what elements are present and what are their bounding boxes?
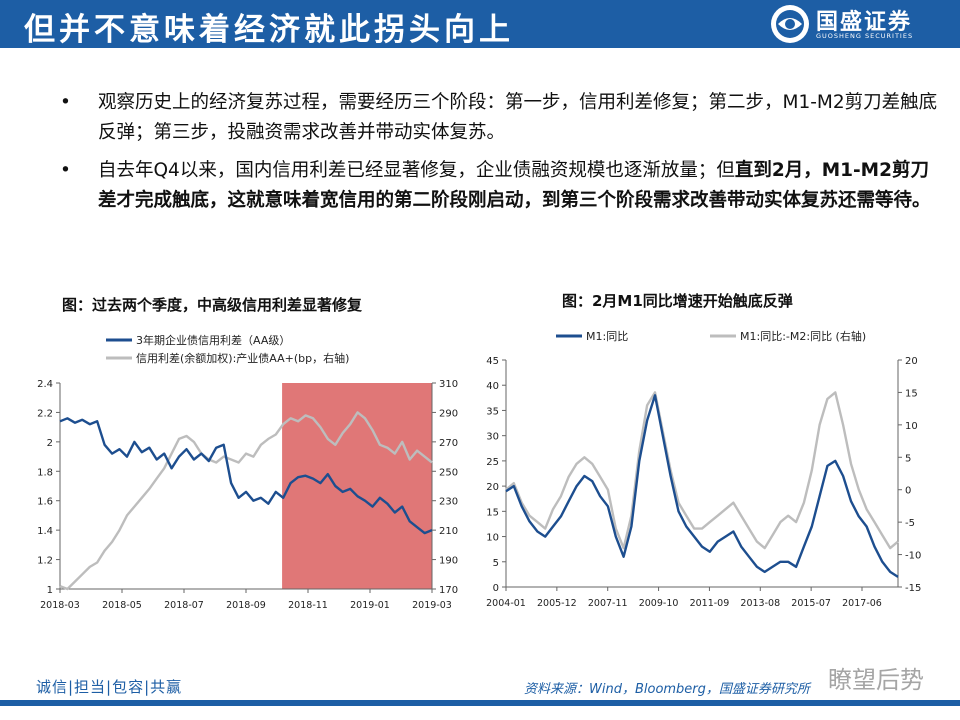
y-left-tick-label: 1.6 (37, 497, 53, 508)
highlight-region (282, 383, 432, 589)
series-line (505, 394, 899, 578)
x-tick-label: 2007-11 (588, 598, 628, 609)
bullet-list: • 观察历史上的经济复苏过程，需要经历三个阶段：第一步，信用利差修复；第二步，M… (60, 88, 940, 224)
y-left-tick-label: 40 (486, 381, 499, 392)
bullet-dot: • (60, 92, 71, 113)
x-tick-label: 2018-11 (288, 600, 328, 611)
bullet-dot: • (60, 160, 71, 181)
bullet-item: • 自去年Q4以来，国内信用利差已经显著修复，企业债融资规模也逐渐放量；但直到2… (60, 156, 940, 216)
header-bar: 但并不意味着经济就此拐头向上 国盛证券 GUOSHENG SECURITIES (0, 0, 960, 48)
x-tick-label: 2018-03 (40, 600, 80, 611)
x-tick-label: 2018-05 (102, 600, 142, 611)
y-left-tick-label: 1.4 (37, 526, 53, 537)
y-right-tick-label: 250 (439, 467, 458, 478)
y-right-tick-label: 10 (905, 421, 918, 432)
company-logo: 国盛证券 GUOSHENG SECURITIES (768, 2, 958, 46)
y-right-tick-label: 170 (439, 585, 458, 596)
y-left-tick-label: 35 (486, 406, 499, 417)
m1-growth-chart: 0 5 10 15 20 25 30 35 40 45 -15 -10 -5 0 5 10 15 20 2004-0… (486, 329, 921, 609)
x-tick-label: 2011-09 (690, 598, 730, 609)
x-tick-label: 2005-12 (537, 598, 577, 609)
x-tick-label: 2009-10 (639, 598, 679, 609)
y-right-tick-label: 290 (439, 408, 458, 419)
y-right-tick-label: 15 (905, 388, 918, 399)
page-title: 但并不意味着经济就此拐头向上 (24, 12, 514, 48)
y-right-tick-label: 5 (905, 453, 911, 464)
y-left-tick-label: 0 (493, 583, 499, 594)
bullet-text: 观察历史上的经济复苏过程，需要经历三个阶段：第一步，信用利差修复；第二步，M1-… (98, 92, 938, 143)
bullet-bold-text: 直到2月，M1-M2剪刀差才完成触底，这就意味着宽信用的第二阶段刚启动，到第三个… (98, 160, 931, 211)
x-tick-label: 2018-07 (164, 600, 204, 611)
y-left-tick-label: 10 (486, 533, 499, 544)
y-right-tick-label: -5 (905, 518, 915, 529)
bullet-text: 自去年Q4以来，国内信用利差已经显著修复，企业债融资规模也逐渐放量；但 (98, 160, 735, 181)
watermark: 瞭望后势 (828, 666, 924, 694)
y-left-tick-label: 2 (47, 438, 53, 449)
y-right-tick-label: 230 (439, 497, 458, 508)
x-tick-label: 2019-01 (350, 600, 390, 611)
x-tick-label: 2019-03 (412, 600, 452, 611)
x-tick-label: 2017-06 (842, 598, 882, 609)
y-left-tick-label: 2.2 (37, 408, 53, 419)
y-right-tick-label: 270 (439, 438, 458, 449)
logo-icon (771, 5, 809, 43)
y-left-tick-label: 30 (486, 432, 499, 443)
footer-divider (0, 700, 960, 706)
logo-subtitle: GUOSHENG SECURITIES (816, 32, 914, 40)
y-right-tick-label: 0 (905, 486, 911, 497)
company-motto: 诚信|担当|包容|共赢 (36, 678, 183, 696)
x-tick-label: 2004-01 (486, 598, 526, 609)
y-right-tick-label: 210 (439, 526, 458, 537)
y-right-tick-label: 190 (439, 556, 458, 567)
series-line (59, 417, 433, 535)
y-left-tick-label: 25 (486, 457, 499, 468)
logo-name: 国盛证券 (816, 10, 913, 35)
data-source: 资料来源：Wind，Bloomberg，国盛证券研究所 (524, 682, 810, 697)
legend-label: 信用利差(余额加权):产业债AA+(bp，右轴) (136, 351, 349, 365)
y-right-tick-label: -10 (905, 551, 921, 562)
y-right-tick-label: -15 (905, 583, 921, 594)
y-left-tick-label: 45 (486, 356, 499, 367)
series-line (505, 391, 899, 550)
x-tick-label: 2018-09 (226, 600, 266, 611)
y-left-tick-label: 2.4 (37, 379, 53, 390)
chart-title-left: 图：过去两个季度，中高级信用利差显著修复 (62, 296, 363, 314)
legend-label: M1:同比 (586, 330, 628, 343)
y-left-tick-label: 1 (47, 585, 53, 596)
y-left-tick-label: 1.8 (37, 467, 53, 478)
credit-spread-chart: 1 1.2 1.4 1.6 1.8 2 2.2 2.4 170 190 210 230 250 270 29… (37, 333, 458, 611)
chart-title-right: 图：2月M1同比增速开始触底反弹 (562, 292, 793, 310)
y-right-tick-label: 20 (905, 356, 918, 367)
legend-label: M1:同比:-M2:同比 (右轴) (740, 329, 866, 343)
y-left-tick-label: 1.2 (37, 556, 53, 567)
legend-label: 3年期企业债信用利差（AA级） (136, 333, 290, 347)
bullet-item: • 观察历史上的经济复苏过程，需要经历三个阶段：第一步，信用利差修复；第二步，M… (60, 88, 940, 148)
y-left-tick-label: 20 (486, 482, 499, 493)
series-line (59, 411, 433, 591)
x-tick-label: 2013-08 (740, 598, 780, 609)
y-left-tick-label: 5 (493, 558, 499, 569)
y-left-tick-label: 15 (486, 507, 499, 518)
x-tick-label: 2015-07 (791, 598, 831, 609)
y-right-tick-label: 310 (439, 379, 458, 390)
